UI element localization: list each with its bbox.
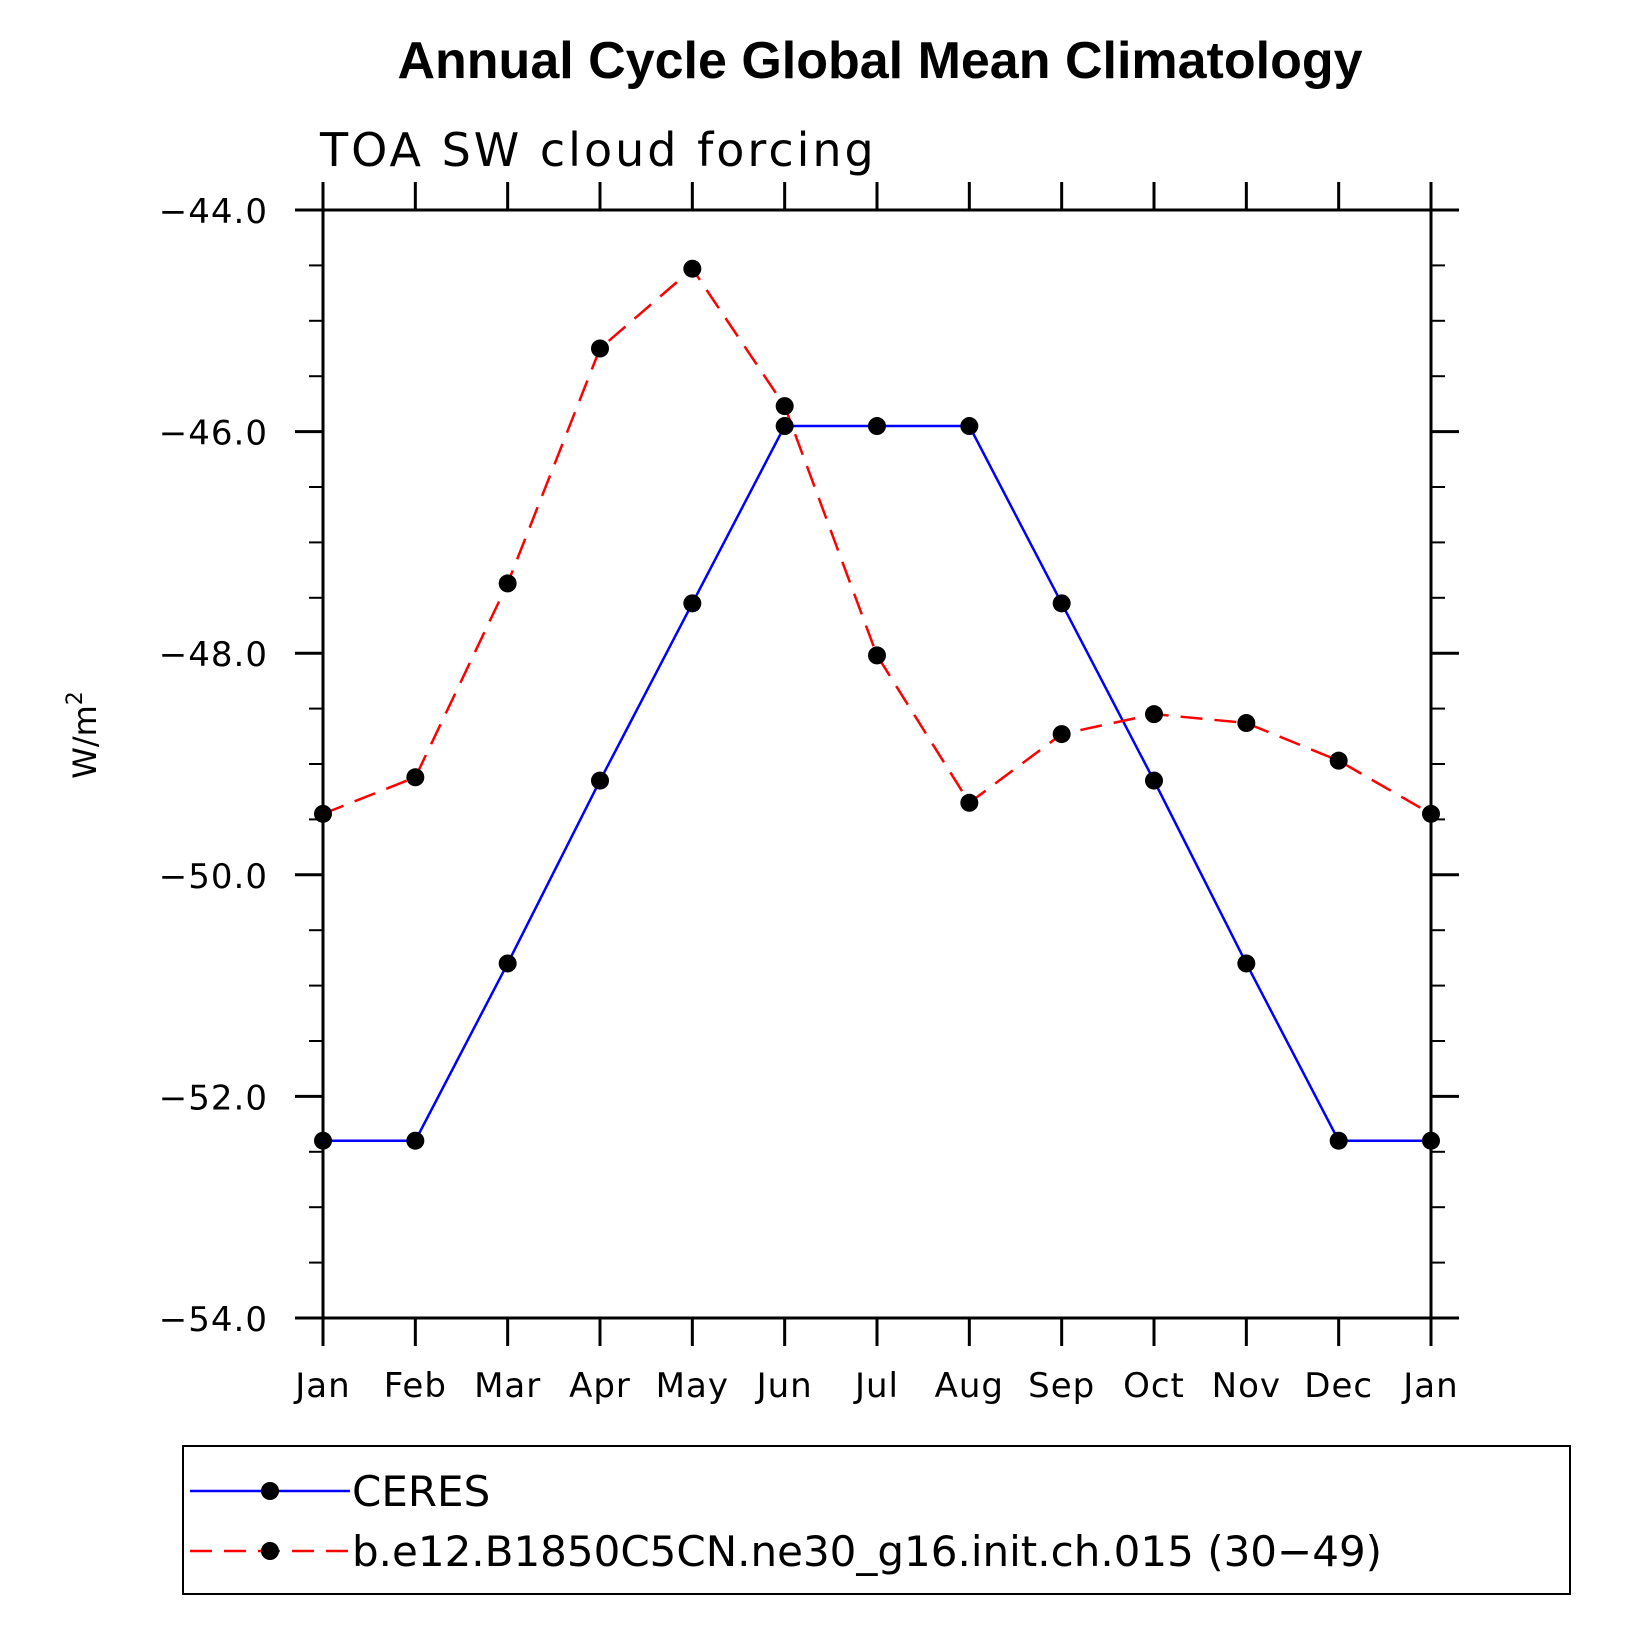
data-point-series-0 (591, 771, 609, 790)
x-tick-label: Sep (1028, 1366, 1095, 1406)
legend-label-1: b.e12.B1850C5CN.ne30_g16.init.ch.015 (30… (352, 1527, 1382, 1576)
data-point-series-0 (406, 1131, 425, 1150)
data-point-series-1 (1422, 804, 1440, 823)
data-point-series-0 (1422, 1131, 1440, 1150)
x-tick-label: Feb (384, 1366, 447, 1406)
x-tick-label: Jan (1401, 1366, 1458, 1406)
series-line-1 (322, 266, 1432, 816)
y-tick-label: −46.0 (159, 414, 268, 454)
chart-title: Annual Cycle Global Mean Climatology (397, 32, 1362, 90)
y-tick-label: −52.0 (159, 1078, 268, 1118)
data-point-series-0 (960, 417, 979, 436)
x-tick-label: Mar (474, 1366, 541, 1406)
series-line-0 (323, 424, 1431, 1142)
data-point-series-1 (406, 768, 425, 787)
legend-label-0: CERES (352, 1467, 490, 1516)
series-layer (322, 266, 1432, 1142)
legend: CERES b.e12.B1850C5CN.ne30_g16.init.ch.01… (190, 1467, 1382, 1576)
legend-marker-1 (261, 1542, 279, 1560)
plot-frame (321, 208, 1433, 1320)
data-point-series-0 (1237, 954, 1256, 973)
data-point-series-0 (1052, 594, 1071, 613)
data-point-series-1 (1237, 714, 1256, 733)
data-point-series-1 (868, 646, 886, 665)
data-point-series-1 (591, 339, 609, 358)
data-point-series-0 (314, 1131, 332, 1150)
data-point-series-0 (1145, 771, 1163, 790)
data-point-series-1 (775, 397, 794, 416)
legend-marker-0 (261, 1482, 279, 1500)
legend-box (182, 1445, 1571, 1595)
x-tick-label: Apr (569, 1366, 631, 1406)
data-point-series-1 (498, 574, 517, 593)
chart-subtitle: TOA SW cloud forcing (319, 123, 877, 177)
data-point-series-1 (683, 259, 702, 278)
x-tick-label: Nov (1212, 1366, 1281, 1406)
x-tick-label: May (656, 1366, 729, 1406)
data-point-series-1 (1052, 725, 1071, 744)
data-point-series-0 (775, 417, 794, 436)
x-tick-label: Jul (853, 1366, 899, 1406)
y-tick-label: −48.0 (159, 635, 268, 675)
y-tick-label: −44.0 (159, 192, 268, 232)
x-tick-label: Aug (935, 1366, 1004, 1406)
x-tick-label: Oct (1123, 1366, 1185, 1406)
data-point-series-0 (498, 954, 517, 973)
data-point-series-1 (1329, 751, 1348, 770)
markers-layer (314, 259, 1440, 1150)
data-point-series-1 (314, 804, 332, 823)
data-point-series-0 (868, 417, 886, 436)
axes: Jan Feb Mar Apr May Jun Jul Aug Sep Oct Nov Dec Jan−… (159, 182, 1459, 1406)
y-axis-label-base: W/m (66, 705, 104, 779)
y-tick-label: −50.0 (159, 857, 268, 897)
y-axis-label-sup: 2 (63, 691, 88, 705)
svg-text:W/m2: W/m2 (63, 691, 104, 779)
x-tick-label: Jun (755, 1366, 813, 1406)
data-point-series-1 (960, 793, 979, 812)
y-tick-label: −54.0 (159, 1300, 268, 1340)
data-point-series-0 (1329, 1131, 1348, 1150)
y-axis-label: W/m2 (63, 691, 104, 779)
data-point-series-0 (683, 594, 702, 613)
x-tick-label: Dec (1304, 1366, 1373, 1406)
data-point-series-1 (1145, 705, 1163, 724)
x-tick-label: Jan (293, 1366, 350, 1406)
